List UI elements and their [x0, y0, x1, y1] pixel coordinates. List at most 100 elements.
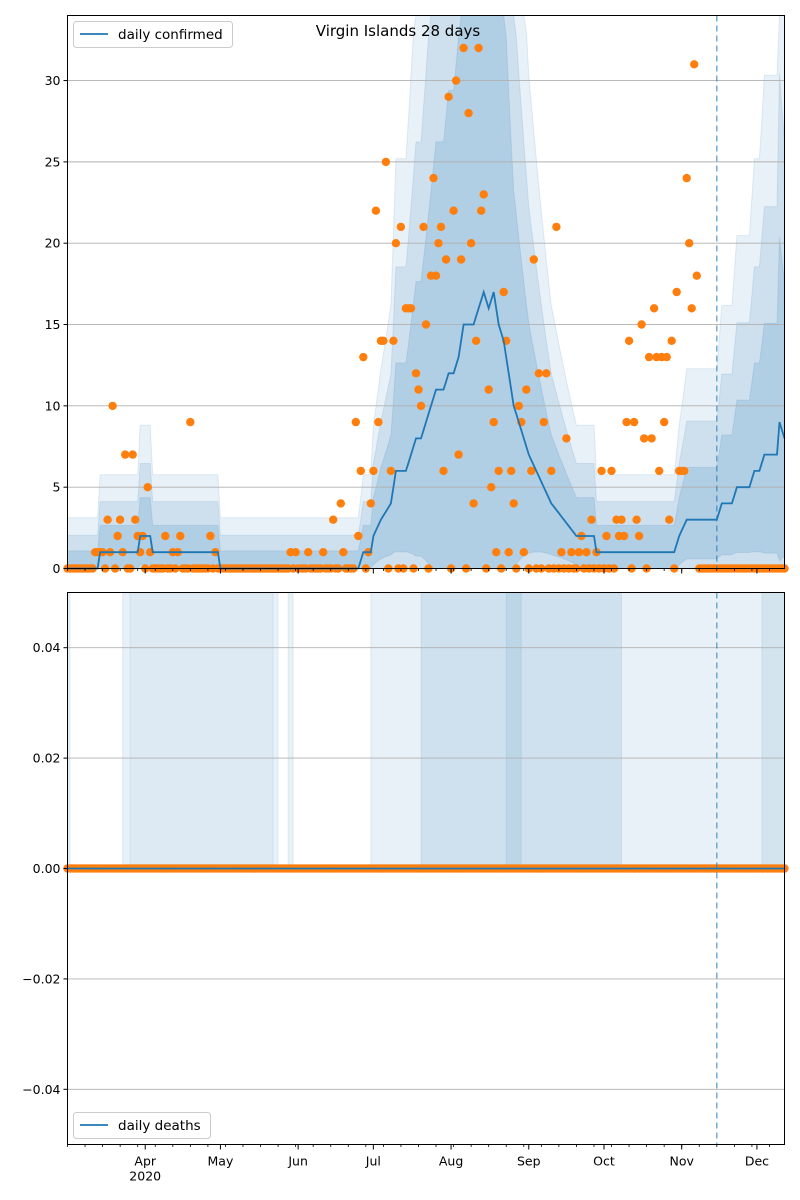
confirmed-point	[454, 450, 463, 459]
confirmed-point	[489, 417, 498, 427]
legend-box-deaths	[73, 1112, 211, 1139]
confirmed-point	[329, 515, 338, 524]
confirmed-point	[552, 222, 561, 232]
confirmed-point	[557, 548, 566, 557]
confirmed-point	[431, 271, 441, 280]
confirmed-point	[509, 499, 518, 508]
confirmed-point	[103, 515, 112, 524]
legend-daily-deaths: daily deaths	[118, 1118, 201, 1134]
confirmed-point	[371, 206, 381, 215]
deaths-y-ticks: −0.04 −0.02 0.00 0.02 0.04	[22, 640, 68, 1097]
confirmed-point	[436, 222, 446, 232]
confirmed-point	[617, 515, 626, 524]
confirmed-point	[527, 466, 536, 476]
x-tick-label: Oct	[593, 1154, 615, 1169]
confirmed-point	[416, 401, 426, 411]
confirmed-panel: 0 5 10 15 20 25 30 Virgin Islands 28 days dail…	[45, 15, 789, 576]
confirmed-point	[421, 320, 431, 329]
confirmed-point	[411, 369, 421, 378]
confirmed-point	[354, 531, 363, 541]
deaths-band-4	[287, 592, 294, 869]
y-tick-label: 25	[45, 154, 61, 169]
daily-confirmed-line	[67, 288, 786, 570]
confirmed-point	[441, 255, 451, 264]
confirmed-point	[574, 548, 584, 557]
confirmed-point	[519, 548, 528, 557]
confirmed-point	[685, 239, 694, 248]
confirmed-point	[639, 434, 649, 443]
y-tick-label: 0.02	[33, 751, 61, 766]
confirmed-point	[356, 466, 365, 476]
confirmed-point	[113, 531, 122, 541]
confirmed-point	[291, 548, 300, 557]
confirmed-point	[529, 255, 538, 264]
confirmed-point	[369, 466, 378, 476]
confirmed-point	[374, 417, 383, 427]
confirmed-point	[667, 336, 676, 345]
confirmed-point	[464, 108, 473, 118]
confirmed-point	[499, 287, 508, 297]
y-tick-label: −0.04	[22, 1082, 60, 1097]
confirmed-point	[665, 515, 674, 524]
chart-title: Virgin Islands 28 days	[316, 22, 481, 40]
confirmed-point	[479, 190, 488, 199]
confirmed-point	[562, 434, 571, 443]
confirmed-point	[690, 60, 699, 69]
y-tick-label: 10	[45, 398, 61, 413]
confirmed-point	[629, 417, 639, 427]
confirmed-point	[451, 76, 461, 85]
confirmed-point	[624, 336, 634, 345]
confirmed-point	[456, 255, 466, 264]
confirmed-point	[304, 548, 313, 557]
confirmed-point	[522, 385, 531, 394]
confirmed-point	[672, 287, 681, 297]
x-tick-label: Dec	[745, 1154, 769, 1169]
confirmed-point	[632, 515, 641, 524]
confirmed-point	[131, 515, 140, 524]
deaths-band-2	[122, 592, 279, 869]
confirmed-axes-frame	[67, 15, 785, 569]
confirmed-point	[359, 352, 368, 362]
confirmed-point	[161, 531, 170, 541]
confirmed-point	[336, 499, 345, 508]
confirmed-point	[514, 401, 523, 411]
confirmed-point	[660, 417, 669, 427]
confirmed-point	[186, 417, 195, 427]
confirmed-point	[680, 466, 689, 476]
confirmed-point	[419, 222, 428, 232]
confirmed-point	[206, 531, 215, 541]
x-tick-label: Aug	[439, 1154, 463, 1169]
x-tick-label: May	[208, 1154, 234, 1169]
confirmed-point	[466, 239, 476, 248]
confirmed-x-ticks	[67, 568, 770, 574]
confirmed-point	[319, 548, 328, 557]
y-tick-label: 0.04	[33, 640, 61, 655]
confirmed-point	[619, 531, 629, 541]
confirmed-point	[429, 173, 438, 183]
confirmed-point	[597, 466, 606, 476]
confirmed-point	[644, 352, 654, 362]
confirmed-point	[687, 304, 696, 313]
confirmed-point	[492, 548, 501, 557]
confirmed-point	[504, 548, 513, 557]
confirmed-point	[474, 43, 483, 53]
confirmed-point	[379, 336, 388, 345]
confirmed-point	[647, 434, 656, 443]
confirmed-point	[176, 531, 185, 541]
confirmed-point	[386, 466, 396, 476]
deaths-legend: daily deaths	[73, 1112, 211, 1139]
confirmed-point	[391, 239, 401, 248]
deaths-band-5	[370, 592, 785, 869]
confirmed-point	[539, 417, 548, 427]
confirmed-point	[622, 417, 631, 427]
confirmed-point	[434, 239, 443, 248]
confirmed-point	[469, 499, 478, 508]
confirmed-point	[692, 271, 701, 280]
y-tick-label: 20	[45, 236, 61, 251]
x-tick-label: Jun	[287, 1154, 308, 1169]
confirmed-point	[494, 466, 503, 476]
confirmed-point	[649, 304, 659, 313]
confirmed-point	[471, 336, 481, 345]
confirmed-point	[682, 173, 691, 183]
